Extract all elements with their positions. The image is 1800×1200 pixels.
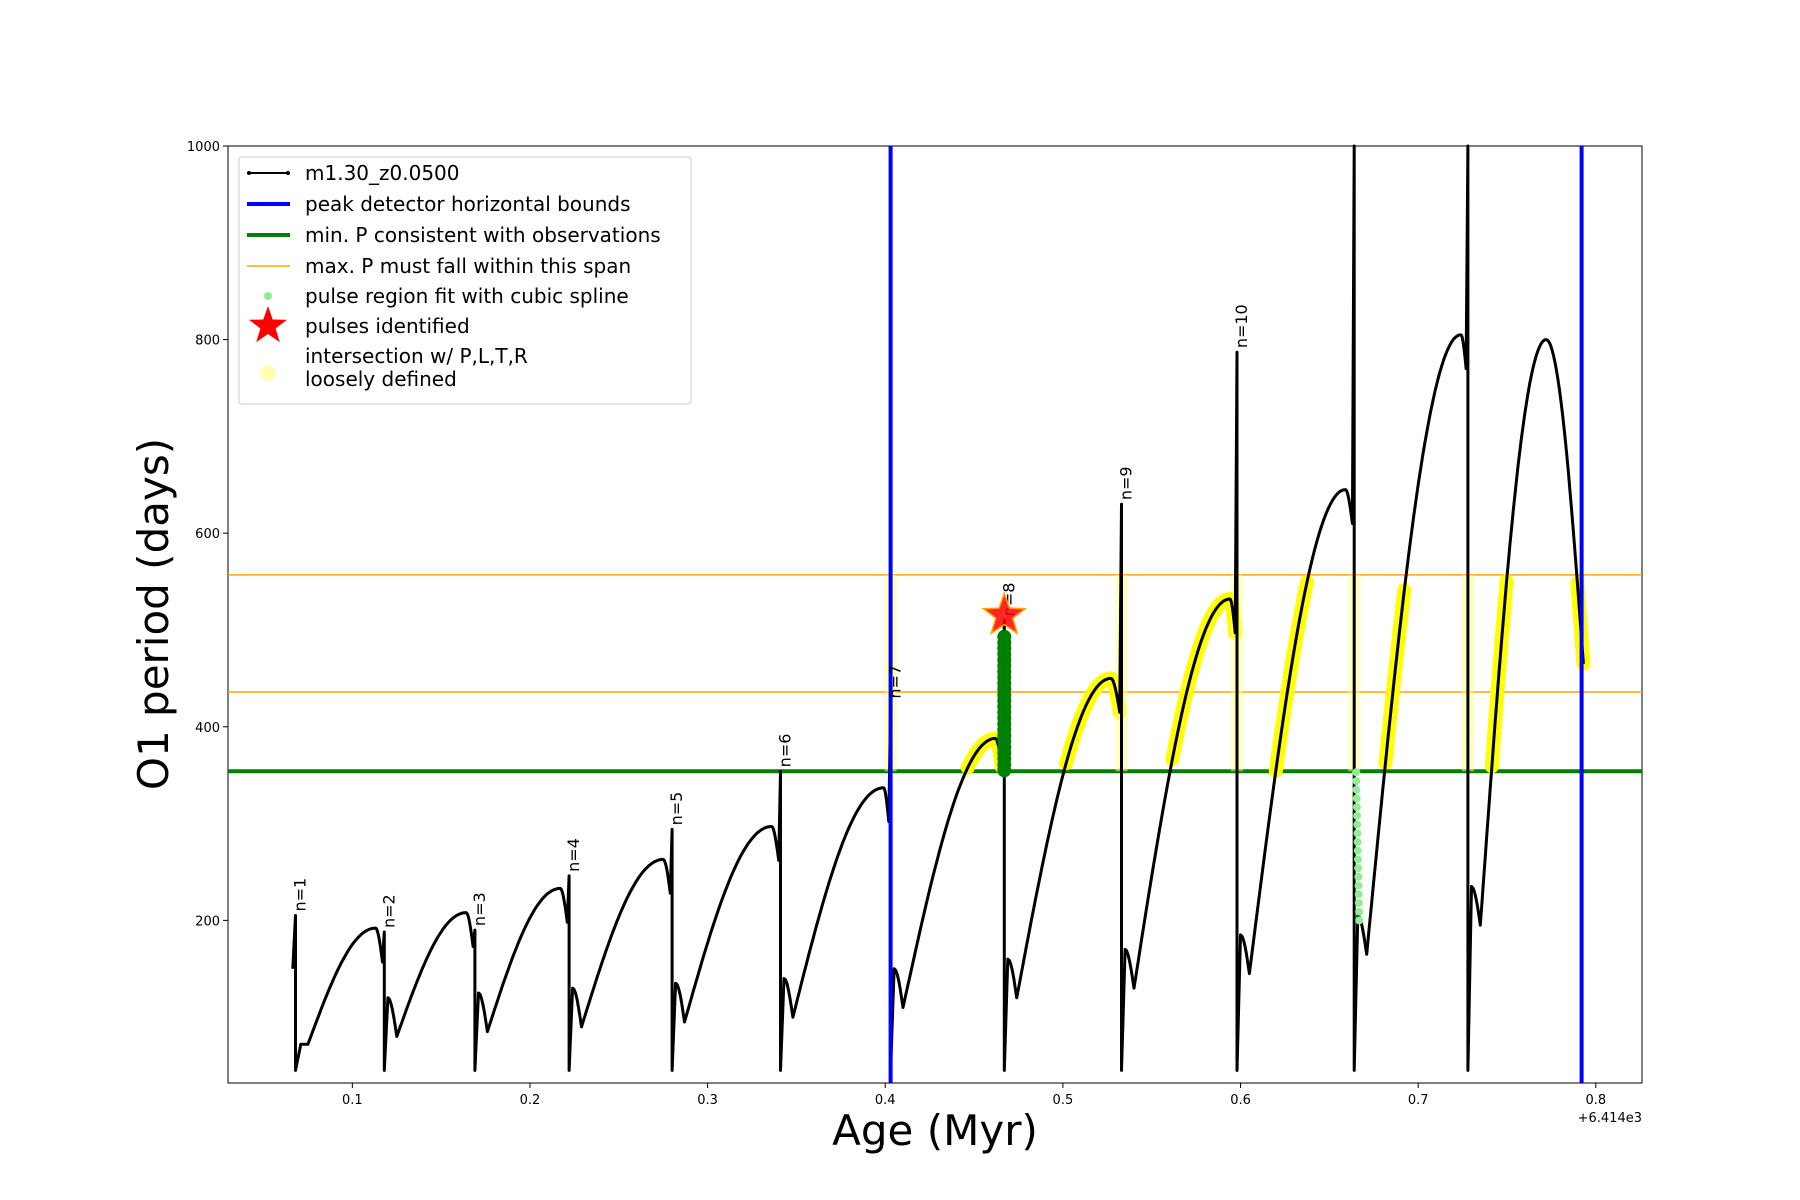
spline-point-light	[1355, 907, 1364, 916]
x-axis-offset-label: +6.414e3	[1578, 1111, 1642, 1126]
legend-label: intersection w/ P,L,T,R	[305, 344, 528, 368]
spline-point-light	[1353, 846, 1362, 855]
x-tick-label: 0.3	[697, 1093, 718, 1108]
spline-point-light	[1352, 768, 1361, 777]
reference-lines	[228, 574, 1642, 774]
spline-point-light	[1353, 829, 1362, 838]
y-tick-label: 600	[195, 527, 220, 542]
pulse-label: n=4	[564, 838, 583, 872]
legend-swatch-marker	[247, 171, 251, 175]
y-tick-label: 1000	[187, 140, 220, 155]
x-tick-label: 0.7	[1408, 1093, 1429, 1108]
legend-box	[238, 156, 692, 405]
pulse-label: n=6	[775, 734, 794, 768]
spline-point-light	[1352, 803, 1361, 812]
y-tick-label: 200	[195, 914, 220, 929]
pulse-label: n=10	[1232, 304, 1251, 348]
spline-point-light	[1352, 785, 1361, 794]
plot-area-frame	[227, 145, 1643, 1084]
spline-point-light	[1354, 881, 1363, 890]
legend-swatch-dot	[264, 292, 272, 300]
axis-ticks: 0.1 0.2 0.3 0.4 0.5 0.6 0.7 0.8 200 400 600 800 1000	[187, 140, 1606, 1108]
spline-point-light	[1353, 837, 1362, 846]
spline-point-light	[1352, 776, 1361, 785]
x-tick-label: 0.2	[520, 1093, 541, 1108]
x-tick-label: 0.5	[1053, 1093, 1074, 1108]
legend-label: min. P consistent with observations	[305, 223, 661, 247]
intersection-region	[1165, 592, 1243, 767]
y-tick-label: 400	[195, 721, 220, 736]
legend-swatch-marker	[286, 171, 290, 175]
spline-point-light	[1354, 872, 1363, 881]
spline-point-light	[1353, 820, 1362, 829]
spline-point-light	[1354, 864, 1363, 873]
x-axis-title: Age (Myr)	[832, 1106, 1038, 1155]
spline-point-light	[1353, 811, 1362, 820]
x-tick-label: 0.6	[1230, 1093, 1251, 1108]
pulses-identified	[981, 591, 1028, 636]
legend-label: peak detector horizontal bounds	[305, 192, 631, 216]
y-tick-label: 800	[195, 334, 220, 349]
pulse-label: n=3	[470, 892, 489, 926]
x-tick-label: 0.1	[342, 1093, 363, 1108]
y-axis-title: O1 period (days)	[129, 438, 178, 790]
peak-detector-bounds	[888, 146, 1584, 1083]
legend-swatch-soft-dot	[260, 365, 276, 381]
pulse-label: n=9	[1117, 466, 1136, 500]
x-tick-label: 0.4	[875, 1093, 896, 1108]
pulse-label: n=1	[291, 878, 310, 912]
pulse-labels: n=1 n=2 n=3n=4n=5n=6n=7n=8n=9n=10	[291, 304, 1251, 928]
spline-point-light	[1353, 855, 1362, 864]
period-curve	[291, 144, 1585, 1072]
spline-point-light	[1355, 916, 1364, 925]
legend-swatch-star	[249, 306, 287, 343]
pulse-spline-points	[997, 629, 1364, 925]
spline-point-light	[1354, 898, 1363, 907]
legend-label: pulses identified	[305, 314, 470, 338]
spline-point-light	[1352, 794, 1361, 803]
pulse-label: n=7	[886, 665, 905, 699]
pulse-label: n=5	[667, 792, 686, 826]
period-curve-line	[291, 144, 1585, 1072]
pulse-label: n=2	[379, 894, 398, 928]
legend-label: pulse region fit with cubic spline	[305, 284, 629, 308]
pulse-identified-star	[981, 591, 1028, 636]
legend-label: m1.30_z0.0500	[305, 161, 460, 185]
x-tick-label: 0.8	[1585, 1093, 1606, 1108]
spline-point-light	[1354, 890, 1363, 899]
legend-label: loosely defined	[305, 367, 457, 391]
spline-point	[997, 629, 1012, 644]
legend-label: max. P must fall within this span	[305, 254, 631, 278]
